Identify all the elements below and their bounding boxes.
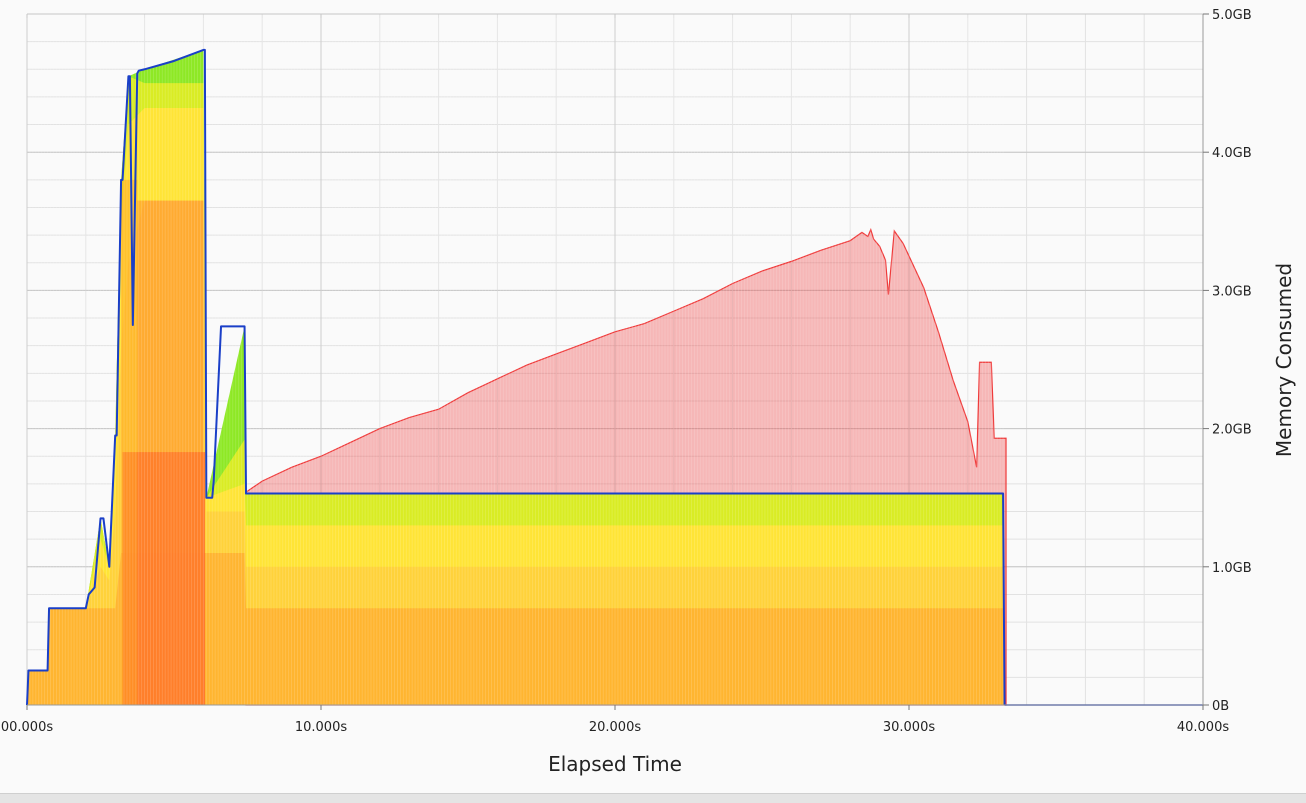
x-tick-label: 10.000s	[295, 720, 347, 735]
x-tick-labels: 00.000s 10.000s 20.000s 30.000s 40.000s	[1, 705, 1229, 735]
memory-overlay-1	[137, 200, 204, 705]
y-axis-title: Memory Consumed	[1272, 263, 1296, 457]
memory-layer-2	[27, 107, 1005, 705]
y-tick-label: 1.0GB	[1212, 561, 1252, 576]
y-tick-label: 4.0GB	[1212, 146, 1252, 161]
memory-layer-0	[27, 552, 1005, 705]
x-axis-title: Elapsed Time	[548, 752, 682, 776]
y-tick-label: 3.0GB	[1212, 284, 1252, 299]
status-strip	[0, 793, 1306, 803]
y-tick-label: 0B	[1212, 699, 1229, 714]
x-tick-label: 00.000s	[1, 720, 53, 735]
memory-layer-1	[27, 200, 1005, 705]
y-tick-labels: 0B 1.0GB 2.0GB 3.0GB 4.0GB 5.0GB	[1203, 8, 1252, 714]
x-tick-label: 30.000s	[883, 720, 935, 735]
memory-layer-areas	[27, 49, 1005, 706]
y-tick-label: 2.0GB	[1212, 423, 1252, 438]
y-tick-label: 5.0GB	[1212, 8, 1252, 23]
hatch-pattern	[26, 18, 1004, 705]
total-outline-line	[26, 48, 1006, 706]
x-tick-label: 20.000s	[589, 720, 641, 735]
x-tick-label: 40.000s	[1177, 720, 1229, 735]
